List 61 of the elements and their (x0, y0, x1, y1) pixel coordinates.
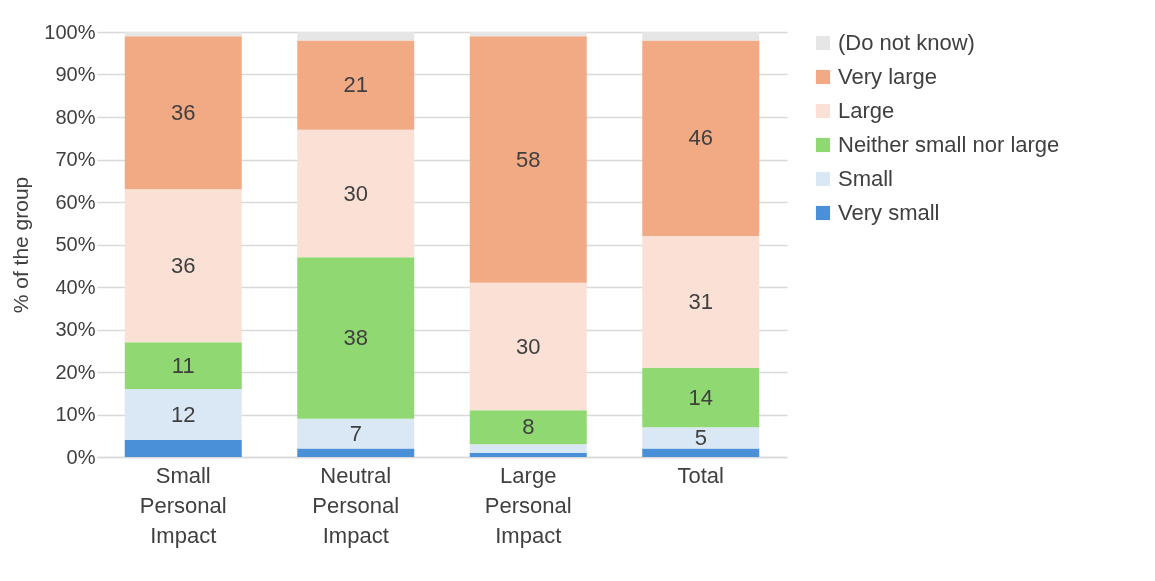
data-label: 5 (694, 424, 707, 450)
x-tick-label: Total (677, 462, 724, 488)
data-label: 30 (516, 333, 541, 359)
legend-label: Large (838, 98, 895, 123)
legend-label: Small (838, 166, 894, 191)
x-tick-label: Neutral Personal Impact (312, 462, 400, 548)
y-tick-label: 90% (55, 63, 96, 85)
legend-label: Very small (838, 200, 940, 225)
bar (297, 448, 415, 457)
data-label: 7 (349, 420, 362, 446)
bar (124, 342, 242, 389)
legend-label: (Do not know) (838, 30, 975, 55)
legend-label: Neither small nor large (838, 132, 1060, 157)
bar (469, 36, 587, 283)
bar (469, 452, 587, 457)
bar (642, 367, 760, 428)
bar (469, 410, 587, 445)
data-label: 31 (688, 288, 713, 314)
y-axis-title: % of the group (9, 176, 33, 314)
data-label: 36 (171, 99, 196, 125)
y-tick-label: 30% (55, 318, 96, 340)
y-tick-label: 70% (55, 148, 96, 170)
data-label: 8 (522, 414, 535, 440)
bar (297, 257, 415, 419)
bar (124, 36, 242, 190)
x-tick-label: Small Personal Impact (139, 462, 227, 548)
bar (642, 40, 760, 236)
y-tick-label: 0% (66, 445, 96, 468)
bar (469, 32, 587, 37)
data-label: 11 (171, 352, 195, 378)
legend-label: Very large (838, 64, 938, 89)
bar (297, 40, 415, 130)
data-label: 21 (343, 72, 368, 98)
bar (297, 418, 415, 449)
data-label: 38 (343, 325, 368, 350)
data-label: 12 (171, 401, 196, 427)
y-tick-label: 20% (55, 360, 96, 383)
data-label: 46 (688, 125, 713, 151)
x-tick-label: Large Personal Impact (484, 462, 572, 548)
bar (642, 448, 760, 457)
y-tick-label: 10% (55, 403, 96, 425)
data-label: 36 (171, 252, 196, 278)
bar (124, 189, 242, 343)
y-tick-label: 50% (55, 233, 96, 255)
y-tick-label: 40% (55, 275, 96, 298)
data-label: 14 (688, 384, 713, 410)
bar (642, 236, 760, 368)
bar (297, 129, 415, 258)
y-tick-label: 60% (55, 190, 96, 213)
y-tick-label: 80% (55, 105, 96, 128)
bar (297, 32, 415, 41)
data-label: 30 (343, 180, 368, 206)
y-tick-label: 100% (44, 20, 96, 43)
bar (469, 444, 587, 453)
bar (124, 440, 242, 457)
data-label: 58 (516, 146, 541, 172)
bar (469, 282, 587, 411)
bar (642, 427, 760, 449)
bar (124, 389, 242, 440)
bar (124, 32, 242, 37)
bar (642, 32, 760, 41)
